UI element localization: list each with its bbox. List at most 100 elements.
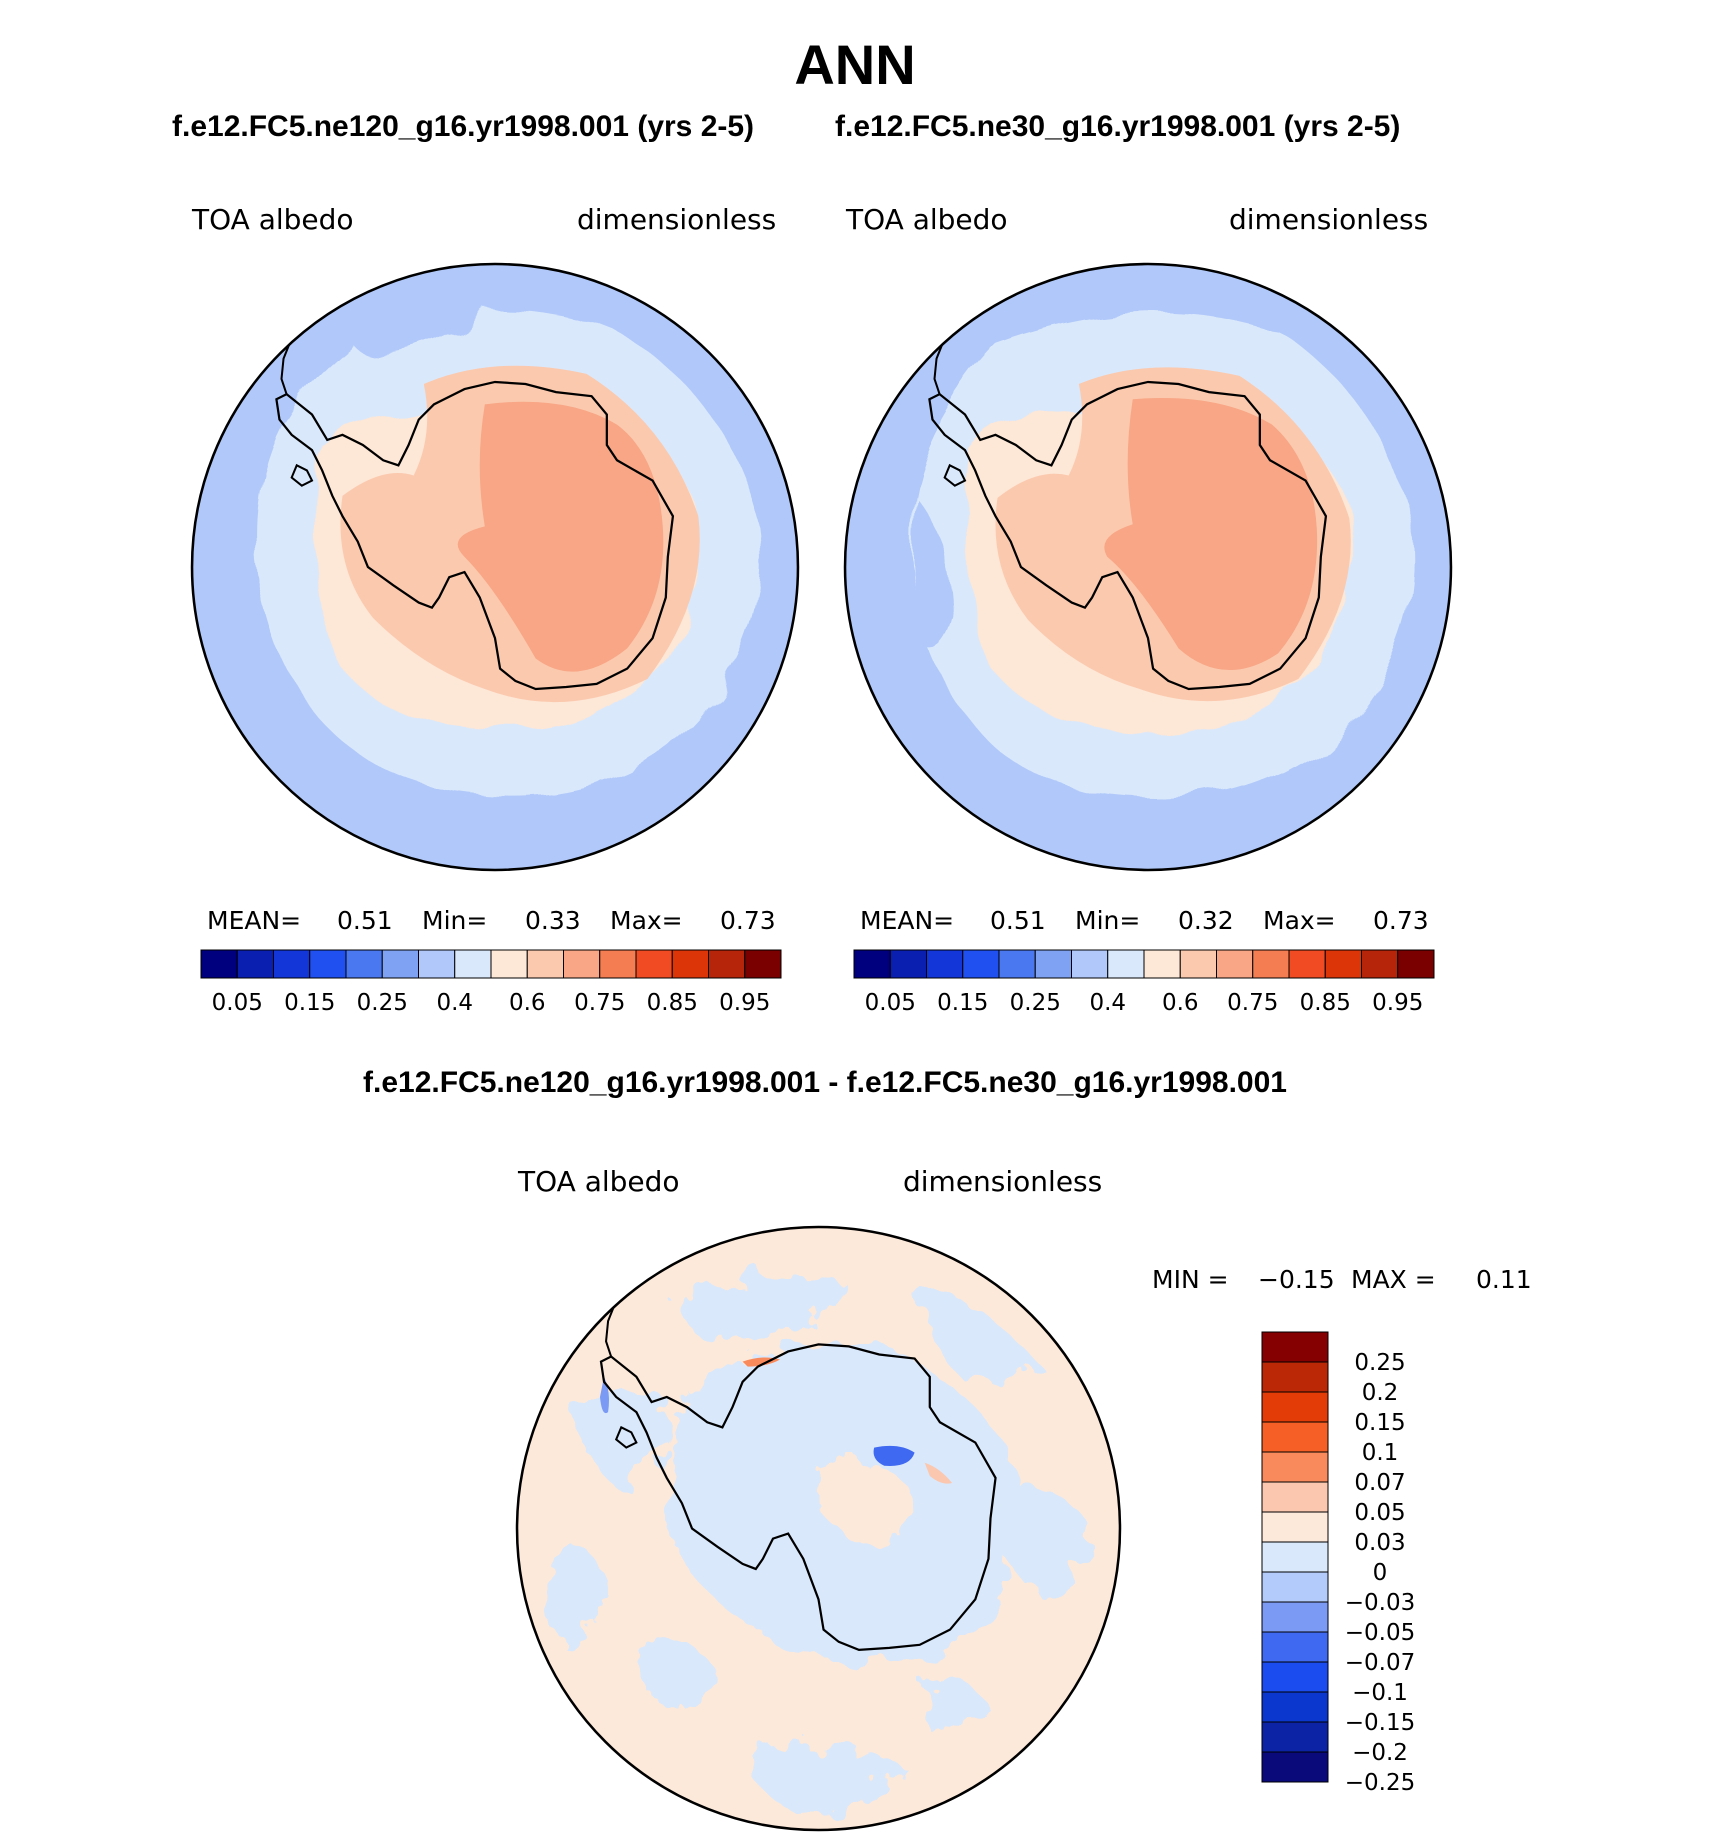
colorbar-tick-label: −0.2 xyxy=(1352,1740,1408,1766)
map-panel3 xyxy=(515,1225,1122,1832)
colorbar-tick-label: 0.05 xyxy=(1354,1500,1405,1526)
colorbar-tick-label: 0.6 xyxy=(1162,990,1199,1016)
colorbar-tick-label: 0.05 xyxy=(212,990,263,1016)
map-panel1 xyxy=(190,262,800,872)
colorbar-tick-label: 0.15 xyxy=(1354,1410,1405,1436)
east-plateau-field xyxy=(457,401,664,672)
panel1-max-label: Max= xyxy=(610,906,683,935)
panel1-variable-label: TOA albedo xyxy=(192,203,354,236)
colorbar-tick-label: 0.95 xyxy=(719,990,770,1016)
colorbar-box xyxy=(1261,1721,1329,1753)
colorbar-box xyxy=(1252,949,1290,979)
colorbar-box xyxy=(998,949,1036,979)
difference-title: f.e12.FC5.ne120_g16.yr1998.001 - f.e12.F… xyxy=(363,1066,1287,1099)
colorbar-box xyxy=(962,949,1000,979)
panel1-unit-label: dimensionless xyxy=(577,203,777,236)
colorbar-box xyxy=(1261,1541,1329,1573)
colorbar-panel2: 0.05 0.15 0.25 0.4 0.6 0.75 0.85 0.95 xyxy=(853,949,1435,1016)
colorbar-tick-label: −0.03 xyxy=(1345,1590,1415,1616)
colorbar-tick-label: −0.05 xyxy=(1345,1620,1415,1646)
colorbar-box xyxy=(1261,1391,1329,1423)
colorbar-box xyxy=(635,949,673,979)
colorbar-tick-label: 0.6 xyxy=(509,990,546,1016)
panel2-mean-label: MEAN= xyxy=(860,906,955,935)
colorbar-tick-label: 0.25 xyxy=(1010,990,1061,1016)
colorbar-box xyxy=(1261,1661,1329,1693)
colorbar-box xyxy=(345,949,383,979)
ocean-patch xyxy=(342,300,495,356)
coastline xyxy=(275,380,675,691)
colorbar-box xyxy=(526,949,564,979)
panel2-min-value: 0.32 xyxy=(1178,906,1234,935)
colorbar-box xyxy=(309,949,347,979)
colorbar-tick-label: 0.2 xyxy=(1362,1380,1399,1406)
panel3-max-label: MAX = xyxy=(1351,1265,1436,1294)
colorbar-box xyxy=(1107,949,1145,979)
colorbar-box xyxy=(1261,1361,1329,1393)
coastal-positive-2 xyxy=(924,1462,953,1484)
panel1-max-value: 0.73 xyxy=(720,906,776,935)
colorbar-box xyxy=(1361,949,1399,979)
colorbar-box xyxy=(1261,1421,1329,1453)
panel1-min-value: 0.33 xyxy=(525,906,581,935)
colorbar-box xyxy=(1179,949,1217,979)
colorbar-tick-label: 0.15 xyxy=(937,990,988,1016)
colorbar-box xyxy=(1261,1331,1329,1363)
ocean-patch xyxy=(910,495,955,651)
colorbar-box xyxy=(490,949,528,979)
panel2-max-label: Max= xyxy=(1263,906,1336,935)
colorbar-tick-label: 0 xyxy=(1373,1560,1388,1586)
negative-patches xyxy=(545,1274,1092,1812)
coastal-negative-1 xyxy=(873,1445,915,1467)
colorbar-box xyxy=(1288,949,1326,979)
colorbar-box xyxy=(1071,949,1109,979)
colorbar-box xyxy=(599,949,637,979)
colorbar-box xyxy=(563,949,601,979)
panel2-variable-label: TOA albedo xyxy=(846,203,1008,236)
colorbar-box xyxy=(1216,949,1254,979)
colorbar-tick-label: 0.85 xyxy=(1300,990,1351,1016)
colorbar-tick-label: 0.4 xyxy=(436,990,473,1016)
panel3-unit-label: dimensionless xyxy=(903,1165,1103,1198)
panel3-max-value: 0.11 xyxy=(1476,1265,1532,1294)
coastline xyxy=(928,380,1328,691)
panel3-variable-label: TOA albedo xyxy=(518,1165,680,1198)
colorbar-tick-label: −0.15 xyxy=(1345,1710,1415,1736)
colorbar-box xyxy=(1261,1571,1329,1603)
colorbar-tick-label: 0.95 xyxy=(1372,990,1423,1016)
colorbar-box xyxy=(454,949,492,979)
colorbar-box xyxy=(708,949,746,979)
colorbar-box xyxy=(236,949,274,979)
panel2-min-label: Min= xyxy=(1075,906,1141,935)
colorbar-tick-label: 0.15 xyxy=(284,990,335,1016)
colorbar-box xyxy=(1261,1451,1329,1483)
panel2-max-value: 0.73 xyxy=(1373,906,1429,935)
colorbar-box xyxy=(1261,1511,1329,1543)
colorbar-box xyxy=(273,949,311,979)
map-panel2 xyxy=(843,262,1453,872)
coastline xyxy=(599,1343,997,1652)
east-plateau-field xyxy=(1104,397,1318,671)
colorbar-box xyxy=(1397,949,1435,979)
colorbar-tick-label: 0.07 xyxy=(1354,1470,1405,1496)
case2-title: f.e12.FC5.ne30_g16.yr1998.001 (yrs 2-5) xyxy=(835,110,1401,143)
panel2-unit-label: dimensionless xyxy=(1229,203,1429,236)
colorbar-tick-label: 0.85 xyxy=(647,990,698,1016)
case1-title: f.e12.FC5.ne120_g16.yr1998.001 (yrs 2-5) xyxy=(172,110,755,143)
panel3-min-label: MIN = xyxy=(1152,1265,1229,1294)
panel1-min-label: Min= xyxy=(422,906,488,935)
colorbar-box xyxy=(1261,1751,1329,1783)
colorbar-tick-label: 0.25 xyxy=(1354,1350,1405,1376)
colorbar-tick-label: −0.07 xyxy=(1345,1650,1415,1676)
colorbar-box xyxy=(1324,949,1362,979)
colorbar-tick-label: 0.1 xyxy=(1362,1440,1399,1466)
colorbar-tick-label: 0.75 xyxy=(1227,990,1278,1016)
colorbar-tick-label: −0.1 xyxy=(1352,1680,1408,1706)
colorbar-box xyxy=(1143,949,1181,979)
panel1-mean-value: 0.51 xyxy=(337,906,393,935)
colorbar-box xyxy=(853,949,891,979)
colorbar-box xyxy=(1261,1631,1329,1663)
colorbar-box xyxy=(671,949,709,979)
colorbar-box xyxy=(744,949,782,979)
colorbar-panel3: 0.25 0.2 0.15 0.1 0.07 0.05 0.03 0 −0.03 −0.05 −0.… xyxy=(1261,1331,1415,1796)
